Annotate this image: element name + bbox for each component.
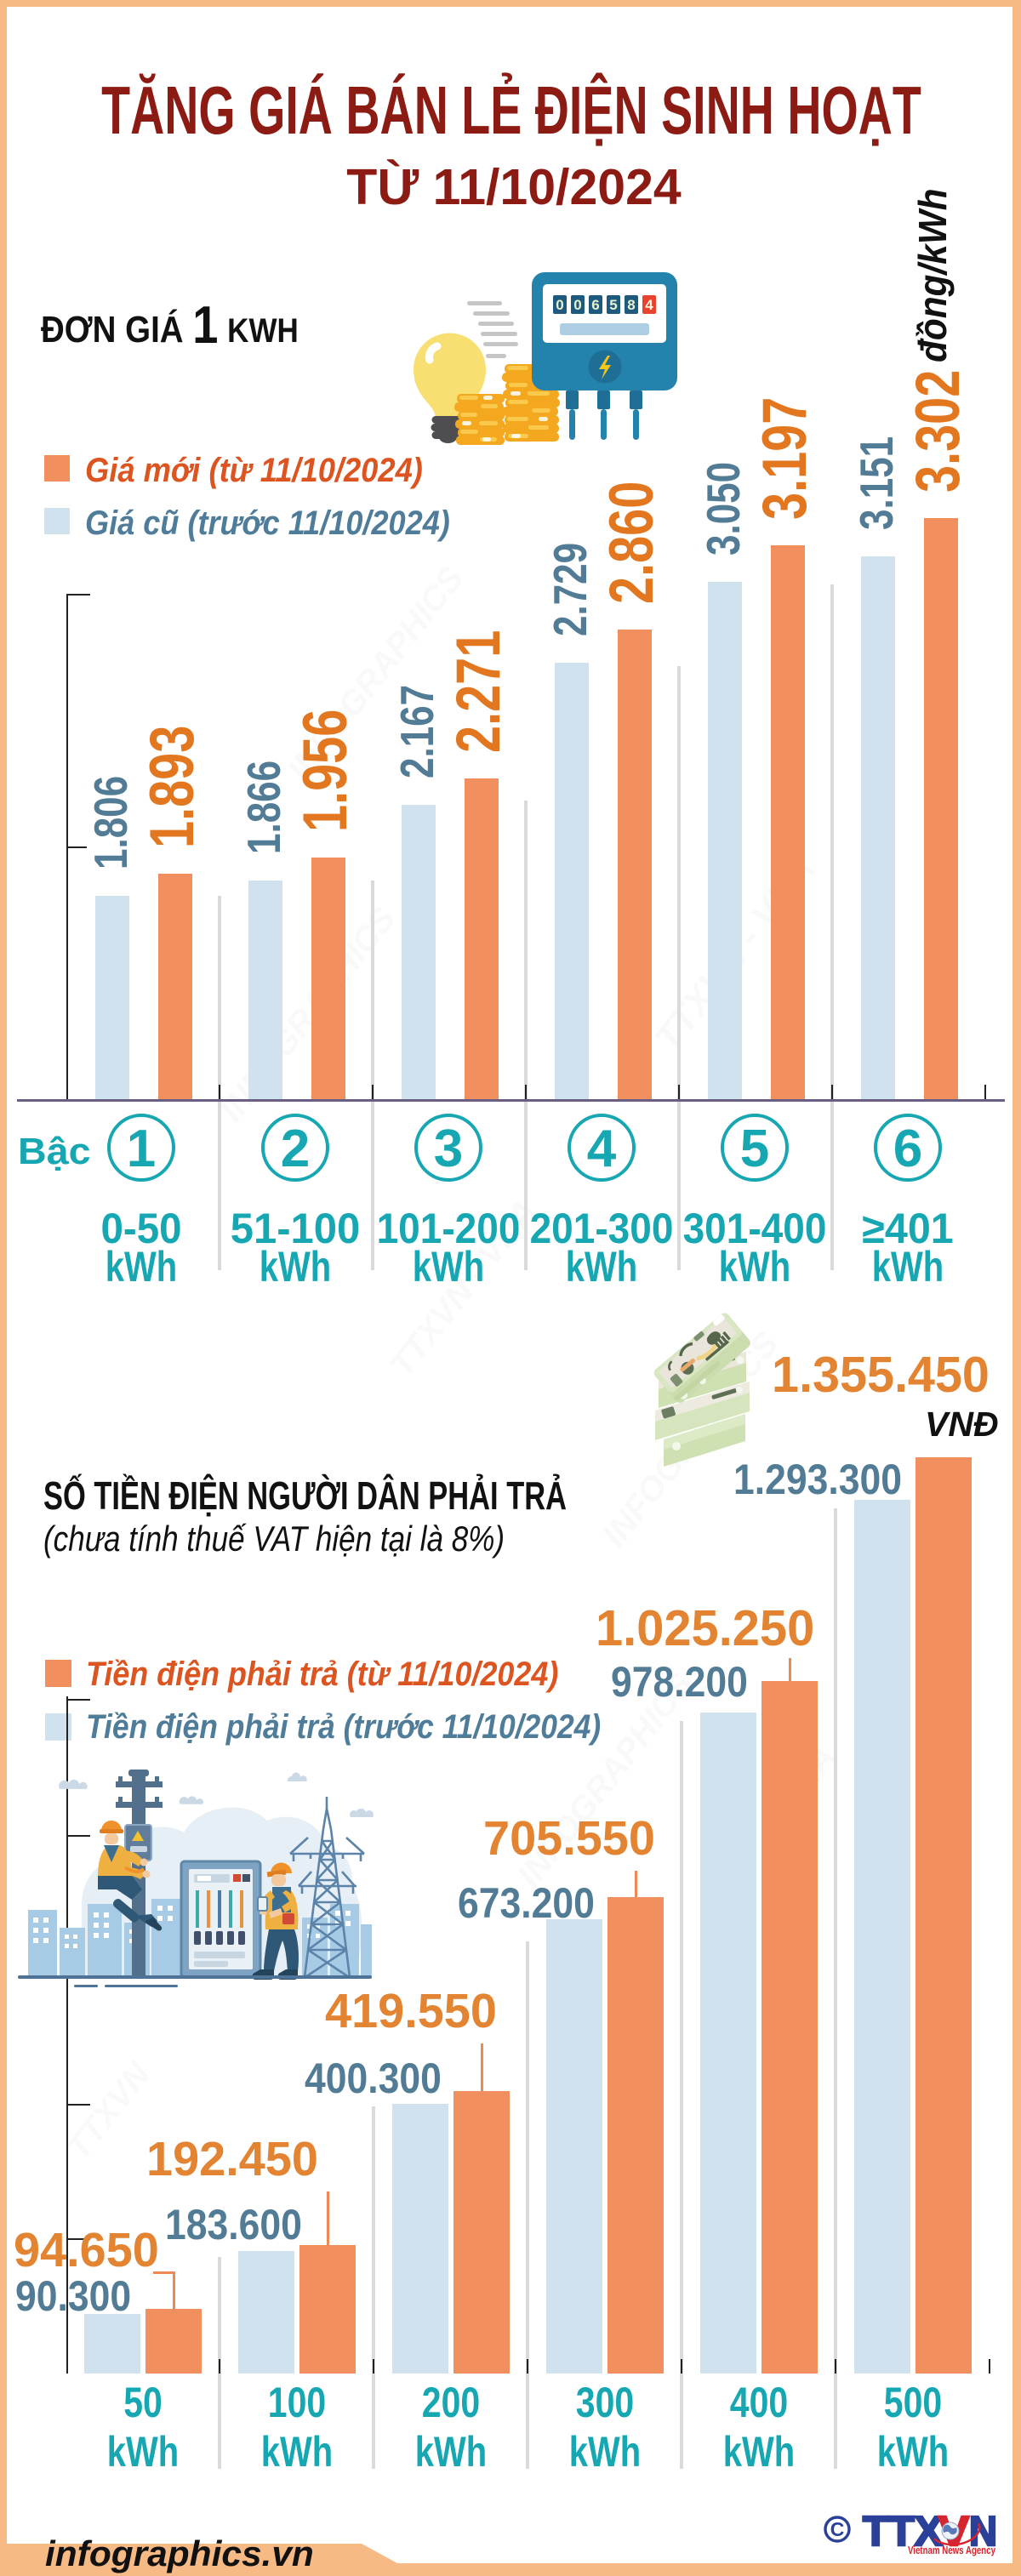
svg-text:5: 5 <box>609 297 617 313</box>
svg-text:Vietnam News Agency: Vietnam News Agency <box>908 2545 995 2556</box>
svg-text:C: C <box>830 2518 845 2540</box>
svg-text:0: 0 <box>573 297 581 313</box>
svg-text:8: 8 <box>627 297 635 313</box>
svg-text:4: 4 <box>645 297 653 313</box>
svg-text:0: 0 <box>556 297 563 313</box>
svg-text:TTX: TTX <box>863 2509 943 2555</box>
svg-text:6: 6 <box>591 297 599 313</box>
svg-text:N: N <box>969 2509 997 2555</box>
